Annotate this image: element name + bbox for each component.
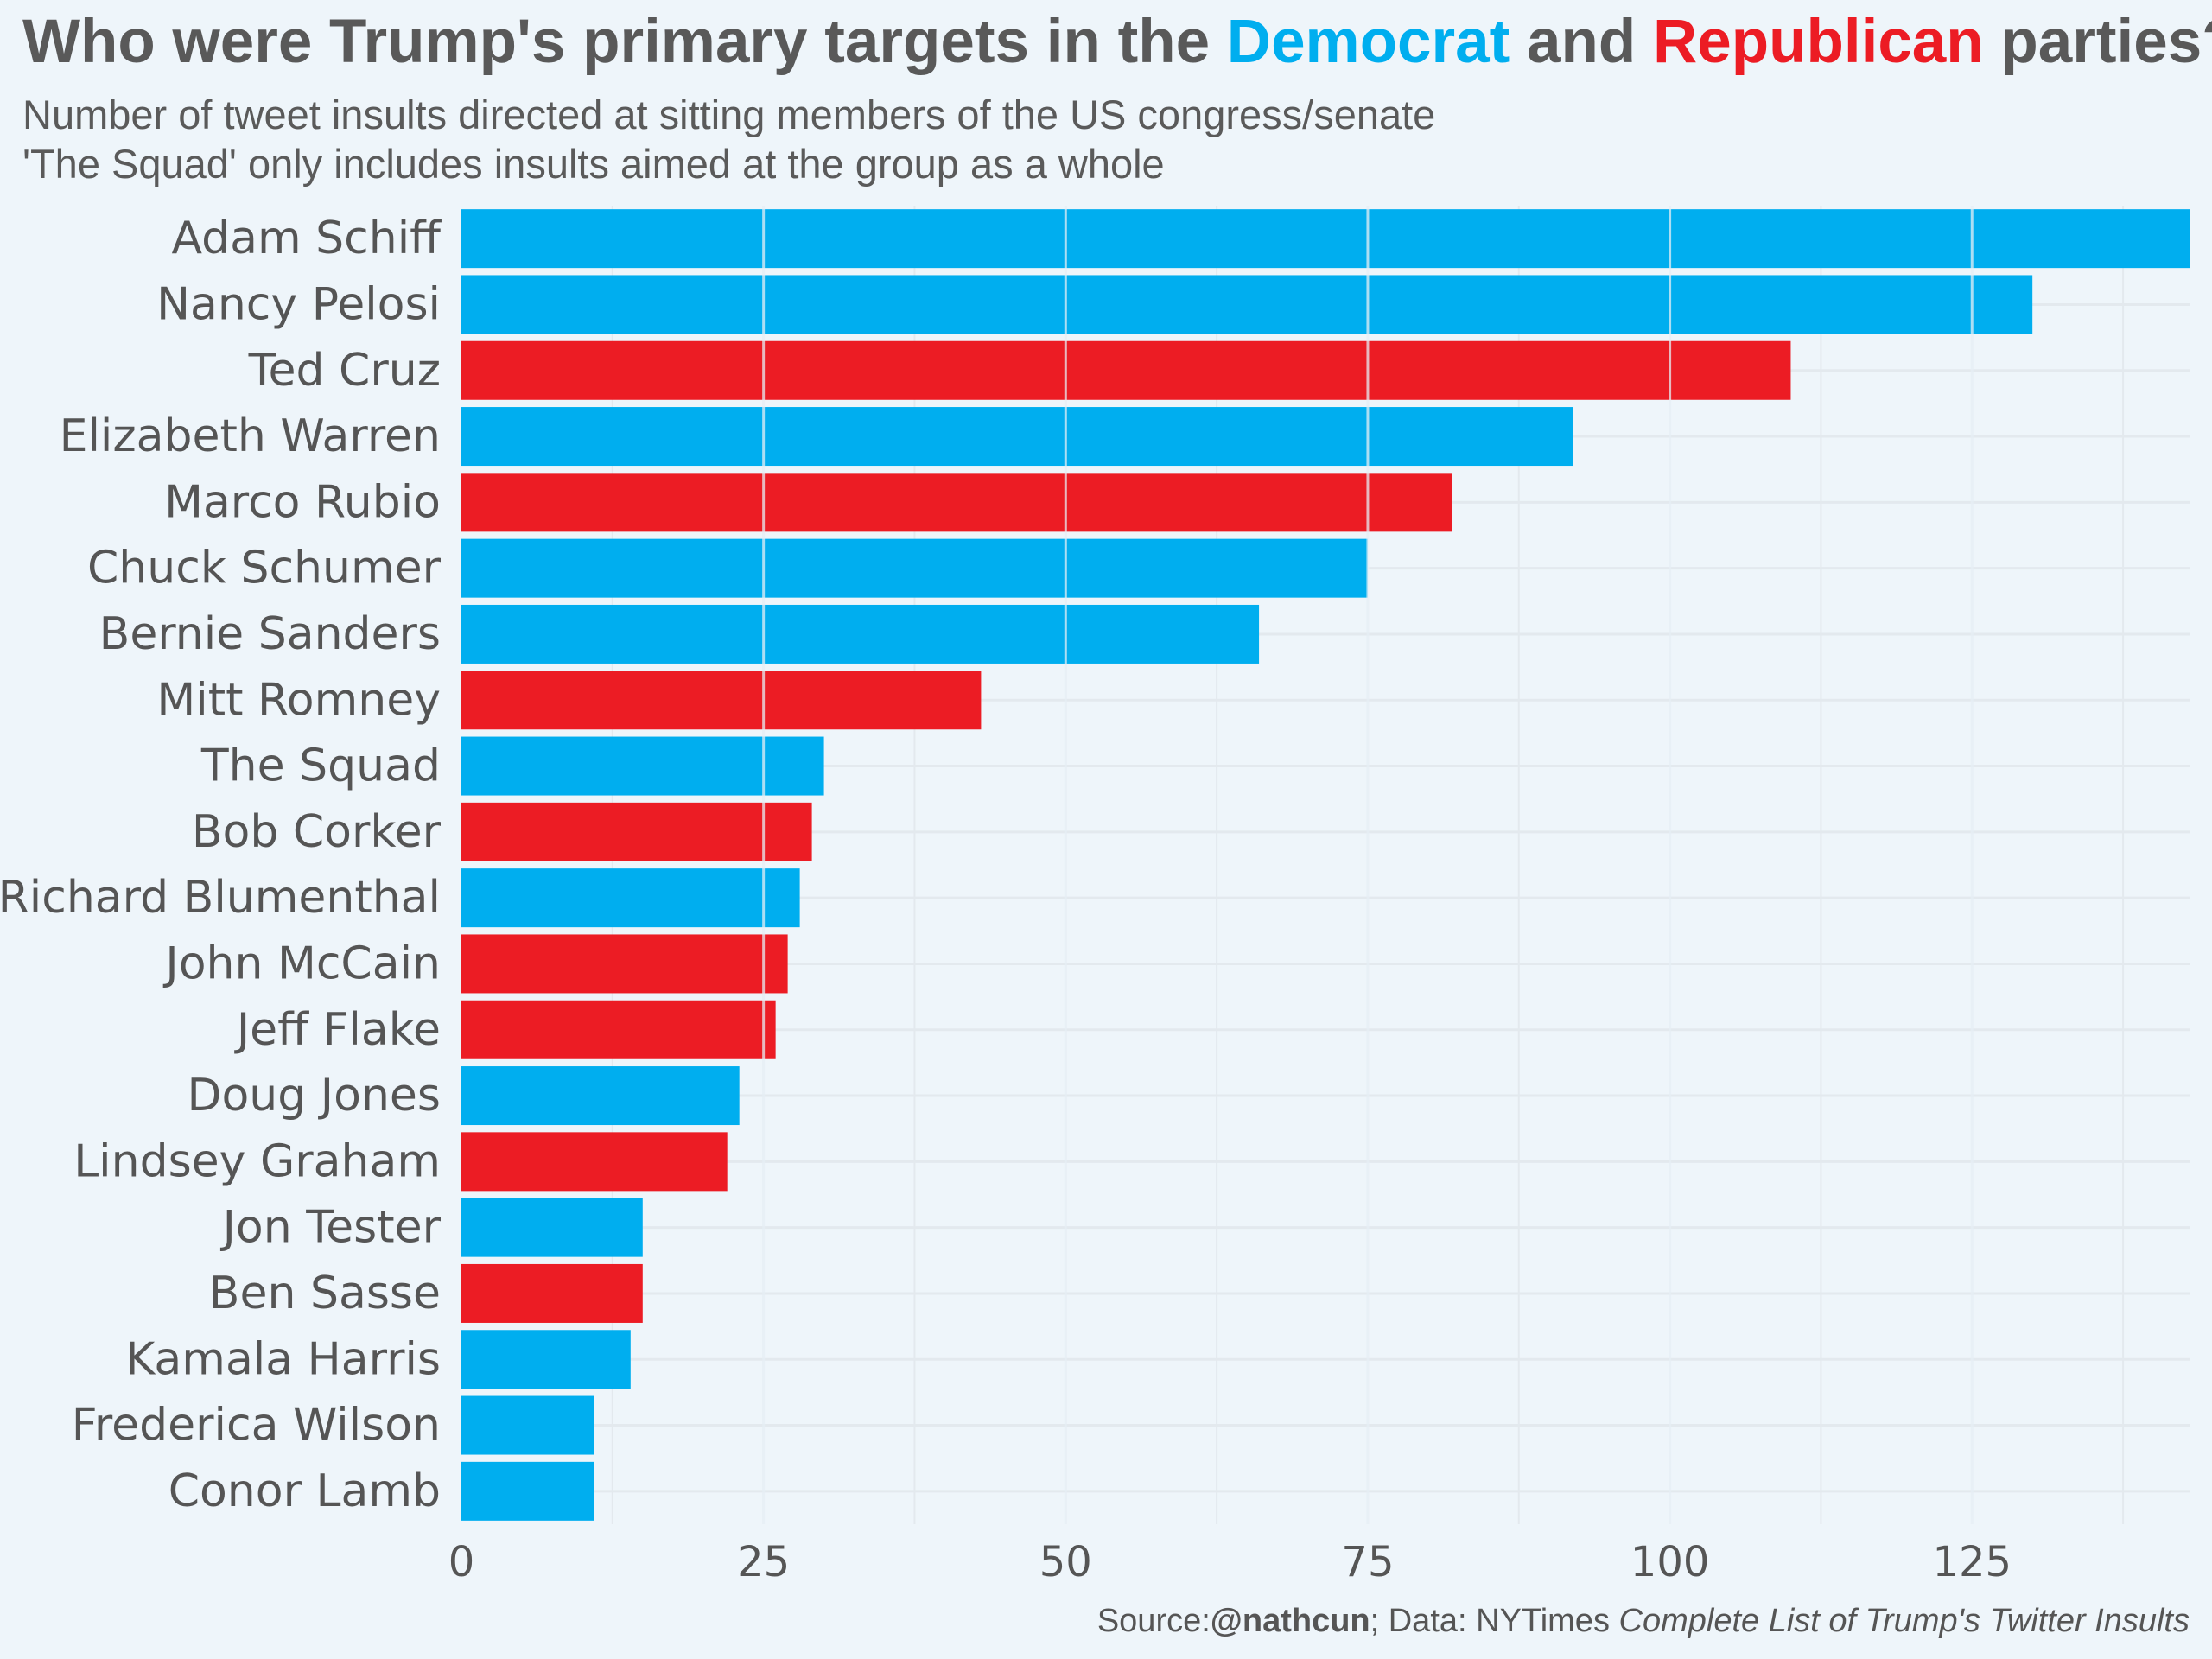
bar-ted-cruz [461, 340, 1791, 400]
category-label: Jon Tester [220, 1202, 442, 1254]
major-gridlines [762, 206, 1974, 1524]
bar-nancy-pelosi [461, 275, 2033, 334]
x-tick-label: 75 [1341, 1538, 1394, 1586]
bar-jeff-flake [461, 1000, 776, 1059]
category-label: Ted Cruz [248, 345, 441, 397]
bar-john-mccain [461, 934, 788, 994]
source-note: Source:@nathcun; Data: NYTimes Complete … [1097, 1603, 2190, 1640]
category-label: Elizabeth Warren [60, 410, 441, 462]
x-tick-label: 25 [737, 1538, 790, 1586]
bar-ben-sasse [461, 1263, 643, 1323]
bar-elizabeth-warren [461, 407, 1573, 467]
x-tick-label: 100 [1630, 1538, 1710, 1586]
category-label: John McCain [162, 938, 441, 989]
category-label: Nancy Pelosi [156, 278, 441, 330]
bar-richard-blumenthal [461, 868, 800, 928]
category-label: Frederica Wilson [72, 1400, 441, 1452]
category-label: Conor Lamb [168, 1465, 441, 1517]
category-label: The Squad [200, 741, 441, 792]
bar-mitt-romney [461, 671, 982, 730]
title-suffix: parties? [2000, 8, 2212, 76]
source-handle: @nathcun [1210, 1603, 1370, 1639]
chart-title: Who were Trump's primary targets in the … [22, 7, 2212, 77]
category-label: Richard Blumenthal [0, 872, 441, 924]
bar-bob-corker [461, 802, 812, 861]
chart-subtitle: Number of tweet insults directed at sitt… [22, 90, 1435, 188]
bar-frederica-wilson [461, 1395, 594, 1455]
bar-the-squad [461, 736, 824, 796]
bar-bernie-sanders [461, 604, 1260, 664]
subtitle-line-1: Number of tweet insults directed at sitt… [22, 92, 1436, 137]
bar-conor-lamb [461, 1461, 594, 1521]
bar-adam-schiff [461, 209, 2190, 269]
title-republican: Republican [1653, 8, 1984, 76]
category-label: Kamala Harris [125, 1333, 441, 1385]
x-tick-label: 0 [448, 1538, 475, 1586]
bar-doug-jones [461, 1066, 740, 1126]
x-tick-label: 50 [1039, 1538, 1092, 1586]
bar-jon-tester [461, 1198, 643, 1257]
title-and: and [1510, 8, 1653, 76]
title-democrat: Democrat [1226, 8, 1510, 76]
bar-lindsey-graham [461, 1132, 728, 1192]
category-label: Lindsey Graham [73, 1135, 441, 1187]
bar-marco-rubio [461, 473, 1452, 532]
category-label: Chuck Schumer [87, 543, 442, 594]
title-prefix: Who were Trump's primary targets in the [22, 8, 1227, 76]
category-label: Bob Corker [192, 806, 442, 858]
source-prefix: Source: [1096, 1603, 1211, 1639]
category-label: Doug Jones [187, 1070, 441, 1122]
category-label: Ben Sasse [209, 1268, 441, 1319]
bar-kamala-harris [461, 1330, 631, 1389]
category-label: Adam Schiff [171, 213, 442, 264]
category-label: Bernie Sanders [99, 608, 441, 660]
minor-gridlines [461, 206, 2190, 1524]
category-label: Mitt Romney [156, 674, 441, 726]
source-middle: ; Data: NYTimes [1370, 1603, 1619, 1639]
x-axis-tick-labels: 0 25 50 75 100 125 [448, 1538, 2012, 1586]
category-label: Marco Rubio [164, 476, 441, 528]
subtitle-line-2: 'The Squad' only includes insults aimed … [22, 141, 1165, 187]
bar-chuck-schumer [461, 538, 1368, 598]
category-label: Jeff Flake [234, 1004, 441, 1056]
source-dataset: Complete List of Trump's Twitter Insults [1618, 1603, 2190, 1639]
bars [461, 209, 2190, 1521]
x-tick-label: 125 [1932, 1538, 2012, 1586]
y-axis-labels: Adam Schiff Nancy Pelosi Ted Cruz Elizabeth… [0, 213, 442, 1517]
